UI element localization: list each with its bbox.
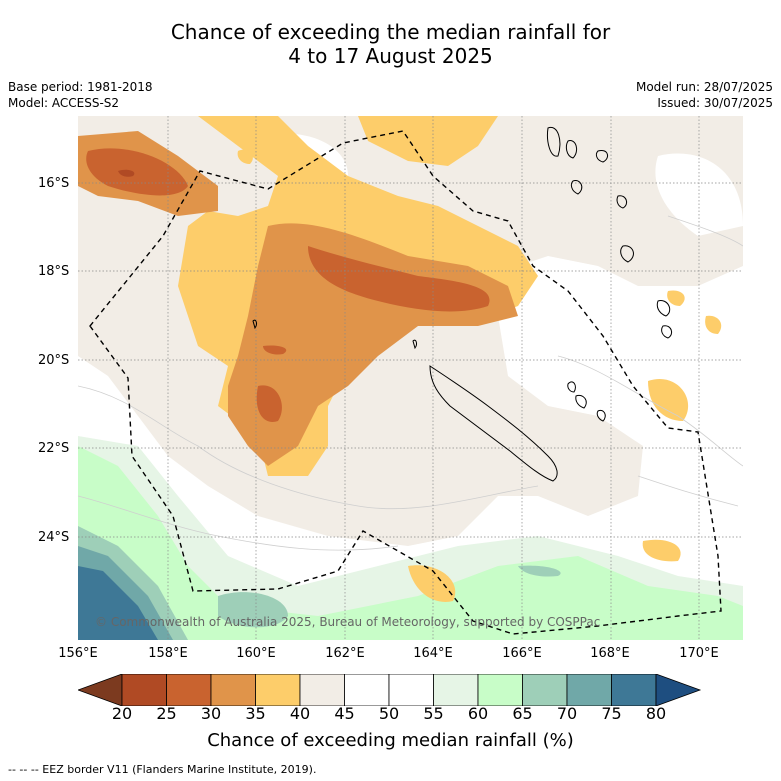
graticule bbox=[78, 116, 743, 640]
colorbar-segment bbox=[522, 674, 568, 706]
colorbar-segment bbox=[388, 674, 434, 706]
lon-label-164e: 164°E bbox=[413, 646, 453, 661]
contour-20-25 bbox=[118, 169, 135, 177]
colorbar-tick-label: 70 bbox=[556, 704, 578, 723]
eez-border bbox=[89, 130, 722, 635]
colorbar-tick-label: 65 bbox=[512, 704, 533, 723]
coastlines bbox=[252, 126, 673, 482]
colorbar-tick-label: 80 bbox=[645, 704, 667, 723]
lat-label-20s: 20°S bbox=[38, 353, 70, 368]
colorbar-extend-high bbox=[655, 674, 702, 706]
lon-label-170e: 170°E bbox=[679, 646, 719, 661]
credit-text: © Commonwealth of Australia 2025, Bureau… bbox=[95, 615, 600, 629]
map-title-line2: 4 to 17 August 2025 bbox=[288, 44, 493, 68]
eez-footer-note: -- -- -- EEZ border V11 (Flanders Marine… bbox=[8, 763, 317, 776]
lat-label-16s: 16°S bbox=[38, 176, 70, 191]
base-period-text: Base period: 1981-2018 bbox=[8, 80, 153, 94]
colorbar-segment bbox=[566, 674, 612, 706]
contour-25-30 bbox=[86, 148, 188, 196]
colorbar-tick-label: 40 bbox=[289, 704, 311, 723]
lon-label-156e: 156°E bbox=[58, 646, 98, 661]
lat-label-18s: 18°S bbox=[38, 264, 70, 279]
colorbar-label: Chance of exceeding median rainfall (%) bbox=[207, 730, 574, 751]
lon-label-160e: 160°E bbox=[236, 646, 276, 661]
colorbar-extend-low bbox=[78, 674, 123, 706]
colorbar-tick-label: 25 bbox=[156, 704, 177, 723]
new-caledonia-coast bbox=[429, 365, 558, 482]
colorbar-tick-label: 45 bbox=[334, 704, 355, 723]
rainfall-map: © Commonwealth of Australia 2025, Bureau… bbox=[78, 116, 743, 640]
lon-label-166e: 166°E bbox=[502, 646, 542, 661]
lat-label-22s: 22°S bbox=[38, 441, 70, 456]
colorbar-segment bbox=[344, 674, 390, 706]
colorbar-segment bbox=[299, 674, 345, 706]
colorbar-tick-label: 50 bbox=[378, 704, 400, 723]
model-run-text: Model run: 28/07/2025 bbox=[635, 80, 773, 94]
model-text: Model: ACCESS-S2 bbox=[8, 96, 120, 110]
colorbar-segment bbox=[255, 674, 301, 706]
colorbar-tick-label: 75 bbox=[601, 704, 622, 723]
colorbar-segment bbox=[433, 674, 479, 706]
colorbar-segment bbox=[121, 674, 167, 706]
colorbar-segment bbox=[166, 674, 212, 706]
contour-80-plus bbox=[78, 566, 158, 640]
lat-label-24s: 24°S bbox=[38, 530, 70, 545]
colorbar-segment bbox=[210, 674, 256, 706]
lon-label-158e: 158°E bbox=[148, 646, 188, 661]
contour-65-70 bbox=[78, 446, 743, 640]
colorbar bbox=[78, 674, 702, 706]
lon-label-162e: 162°E bbox=[325, 646, 365, 661]
colorbar-segment bbox=[477, 674, 523, 706]
colorbar-tick-label: 55 bbox=[423, 704, 444, 723]
map-title-line1: Chance of exceeding the median rainfall … bbox=[170, 20, 611, 44]
colorbar-segment bbox=[611, 674, 657, 706]
lon-label-168e: 168°E bbox=[590, 646, 630, 661]
colorbar-tick-label: 30 bbox=[200, 704, 222, 723]
colorbar-tick-label: 35 bbox=[245, 704, 266, 723]
colorbar-tick-label: 20 bbox=[111, 704, 133, 723]
colorbar-tick-label: 60 bbox=[467, 704, 489, 723]
issued-text: Issued: 30/07/2025 bbox=[657, 96, 773, 110]
